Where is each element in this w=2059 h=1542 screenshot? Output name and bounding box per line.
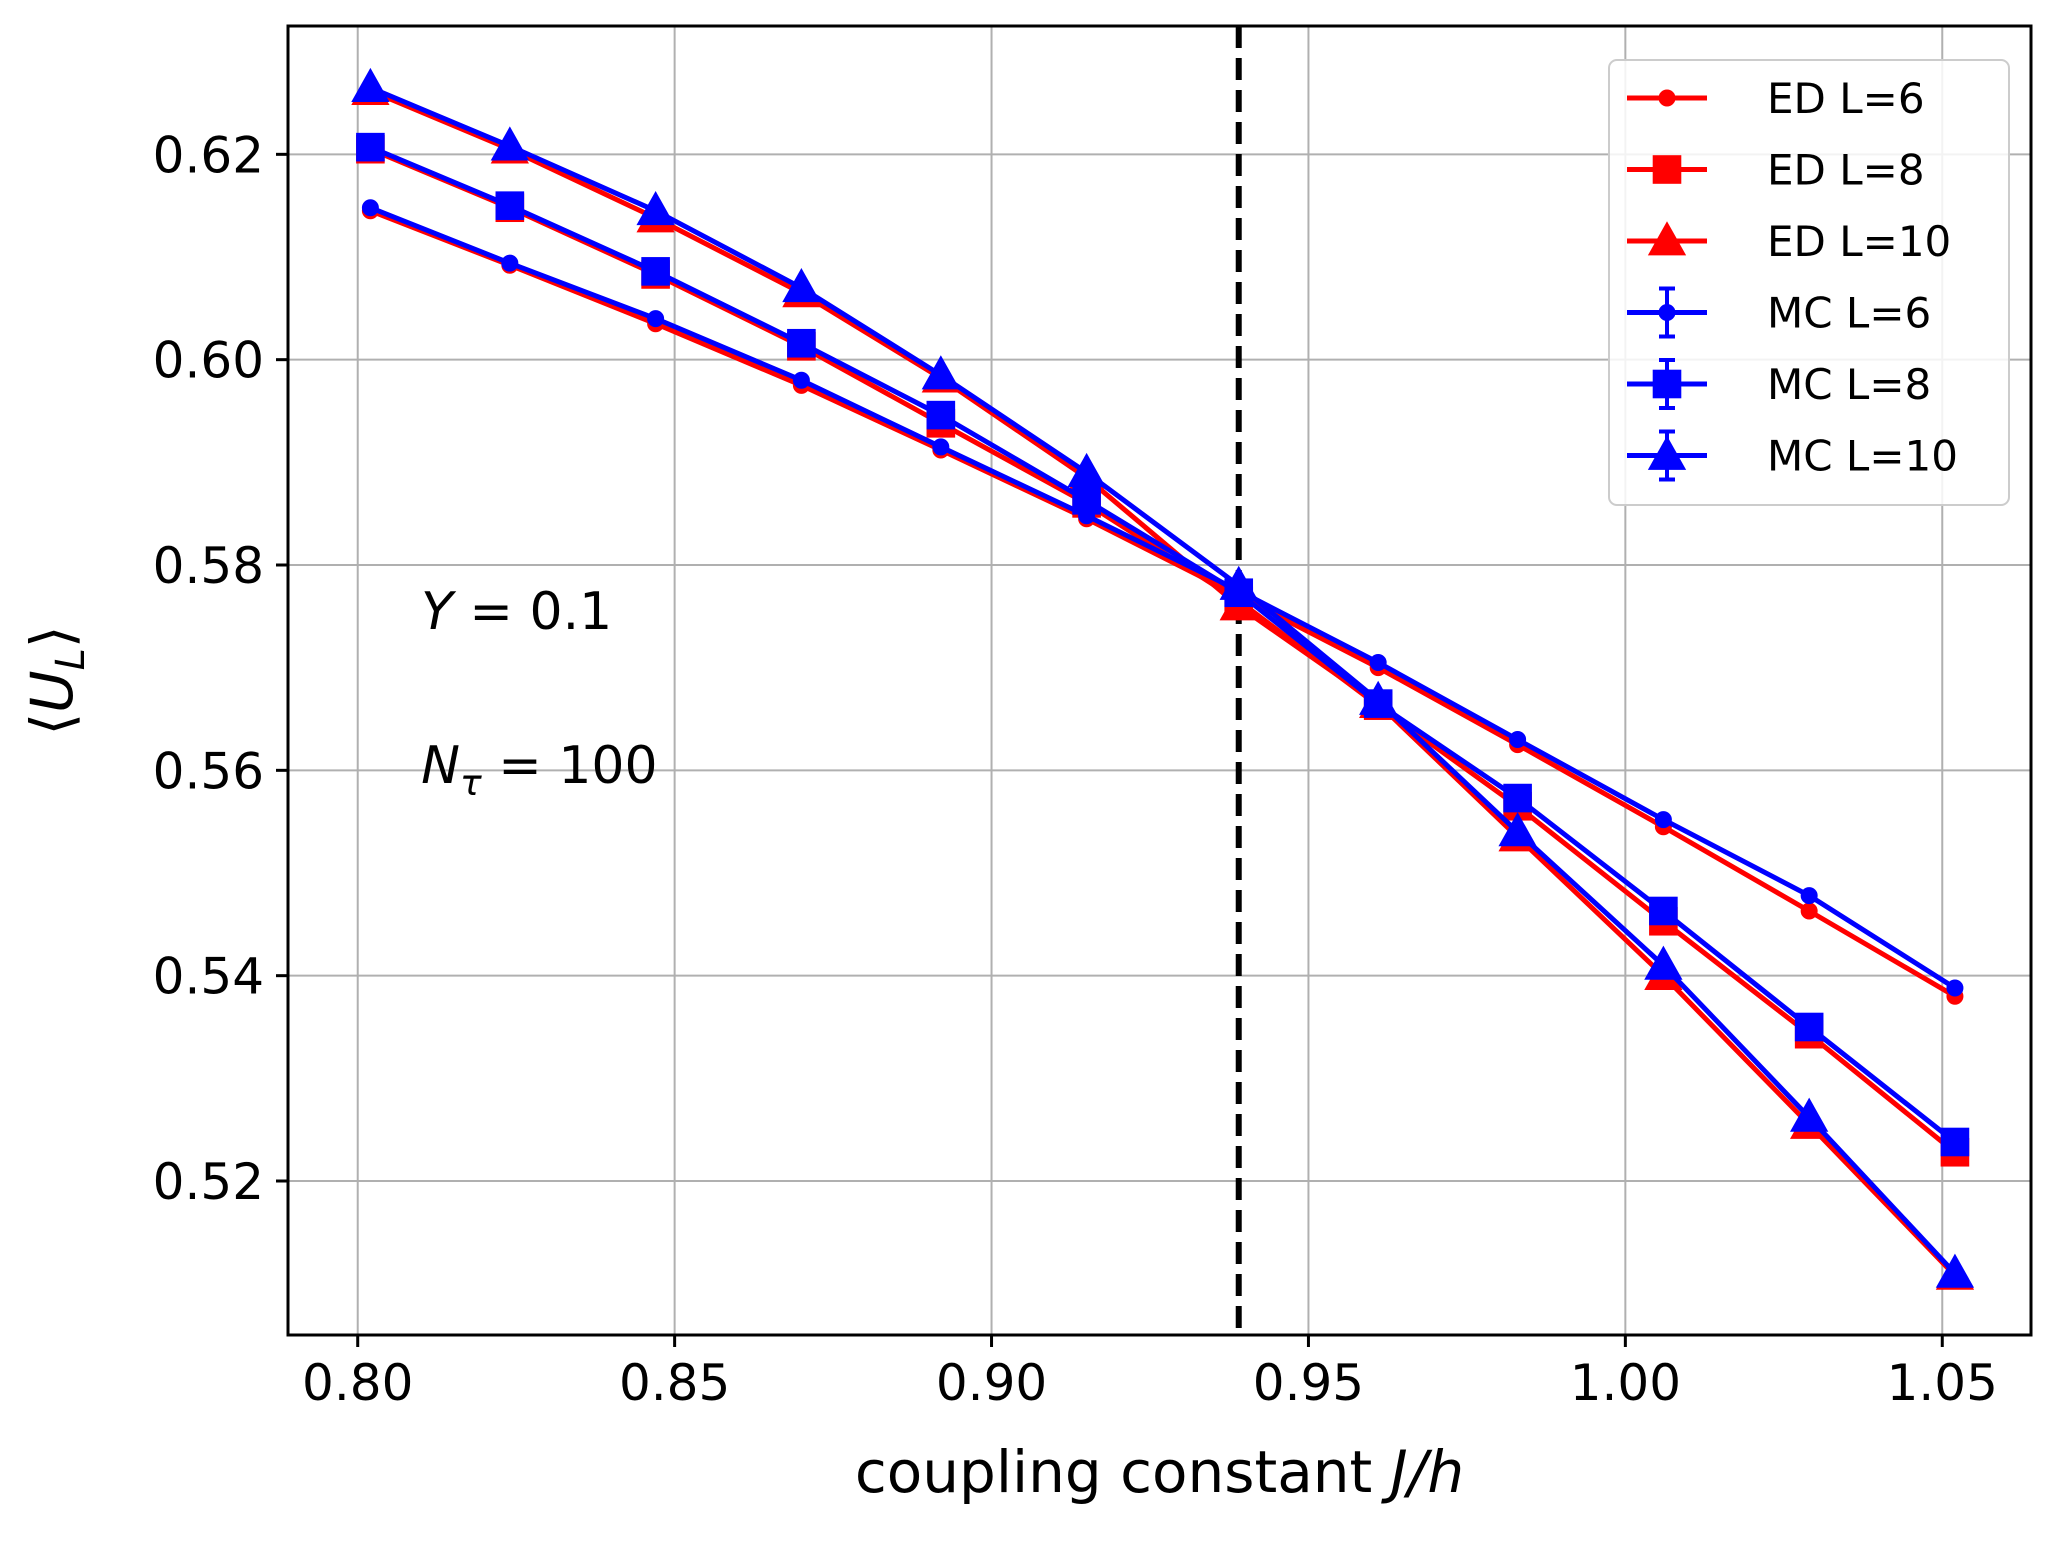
marker-triangle: [921, 355, 960, 390]
marker-square: [926, 400, 956, 430]
marker-triangle: [1647, 435, 1687, 470]
series-line: [369, 208, 1957, 999]
legend-entry: ED L=10: [1627, 217, 1951, 266]
y-tick-label: 0.62: [153, 126, 264, 184]
series-line: [369, 85, 1957, 1276]
annotation-ntau: Nτ = 100: [421, 736, 657, 804]
marker-square: [495, 191, 525, 220]
axes-frame: [286, 24, 2033, 1337]
plot-series: [351, 67, 1975, 1290]
marker-triangle: [1219, 565, 1258, 600]
marker-circle: [1369, 654, 1387, 672]
marker-triangle: [1067, 452, 1106, 487]
marker-triangle: [1359, 680, 1398, 715]
series-mc-l-10: [351, 67, 1975, 1288]
ticks: 0.80 0.85 0.90 0.95 1.00 1.05 0.52 0.54 0.56 0.58…: [153, 126, 1998, 1412]
x-tick-label: 0.80: [302, 1354, 413, 1412]
legend-box: [1608, 59, 2010, 506]
marker-circle: [1658, 304, 1676, 321]
y-axis-label: ⟨UL⟩: [18, 625, 94, 735]
annotations: Y = 0.1 Nτ = 100: [421, 582, 657, 804]
marker-triangle: [1790, 1097, 1829, 1132]
x-tick-label: 1.00: [1570, 1354, 1681, 1412]
marker-triangle: [490, 126, 529, 161]
marker-circle: [1800, 887, 1818, 905]
x-tick-label: 0.95: [1253, 1354, 1364, 1412]
marker-triangle: [1935, 1253, 1975, 1288]
y-tick-label: 0.58: [153, 537, 264, 595]
y-tick-label: 0.56: [153, 742, 264, 800]
marker-circle: [1658, 89, 1676, 107]
legend: ED L=6 ED L=8 ED L=10 MC L=6 MC L=8 MC L=10: [1608, 59, 2010, 506]
marker-circle: [792, 371, 810, 389]
legend-label: MC L=10: [1767, 432, 1958, 481]
legend-entry: MC L=6: [1627, 286, 1931, 339]
y-tick-label: 0.60: [153, 332, 264, 390]
legend-label: ED L=10: [1767, 217, 1951, 266]
marker-square: [641, 257, 670, 286]
marker-triangle: [351, 67, 390, 102]
legend-label: MC L=6: [1767, 289, 1931, 338]
marker-circle: [647, 310, 665, 328]
series-line: [369, 205, 1957, 991]
legend-label: ED L=8: [1767, 146, 1925, 195]
legend-label: ED L=6: [1767, 74, 1925, 123]
marker-triangle: [636, 191, 675, 226]
marker-square: [1652, 155, 1682, 184]
x-axis-label: coupling constant J/h: [855, 1438, 1464, 1506]
marker-triangle: [1498, 812, 1537, 847]
marker-triangle: [782, 268, 821, 303]
marker-triangle: [1647, 221, 1687, 256]
marker-circle: [1654, 811, 1672, 829]
marker-circle: [361, 199, 379, 217]
marker-circle: [1800, 902, 1818, 920]
y-tick-label: 0.54: [153, 948, 264, 1006]
series-line: [369, 88, 1957, 1278]
x-tick-label: 0.85: [619, 1354, 730, 1412]
x-tick-label: 0.90: [936, 1354, 1047, 1412]
legend-entry: ED L=8: [1627, 146, 1925, 195]
marker-square: [1649, 896, 1678, 926]
marker-triangle: [1644, 945, 1683, 980]
legend-entry: MC L=10: [1627, 429, 1958, 482]
x-tick-label: 1.05: [1887, 1354, 1998, 1412]
marker-square: [1503, 783, 1532, 813]
legend-entry: MC L=8: [1627, 358, 1931, 410]
annotation-y: Y = 0.1: [421, 582, 612, 642]
marker-circle: [1509, 731, 1527, 749]
marker-square: [1794, 1012, 1824, 1042]
legend-label: MC L=8: [1767, 360, 1931, 409]
marker-circle: [1946, 979, 1964, 997]
marker-square: [787, 328, 816, 358]
marker-circle: [932, 438, 950, 456]
series-mc-l-8: [356, 132, 1970, 1157]
marker-square: [1940, 1127, 1970, 1157]
marker-circle: [501, 254, 519, 272]
marker-square: [1072, 486, 1101, 515]
legend-entry: ED L=6: [1627, 74, 1925, 123]
marker-square: [1652, 369, 1682, 399]
marker-square: [356, 132, 385, 162]
series-line: [369, 144, 1957, 1144]
y-tick-label: 0.52: [153, 1153, 264, 1211]
